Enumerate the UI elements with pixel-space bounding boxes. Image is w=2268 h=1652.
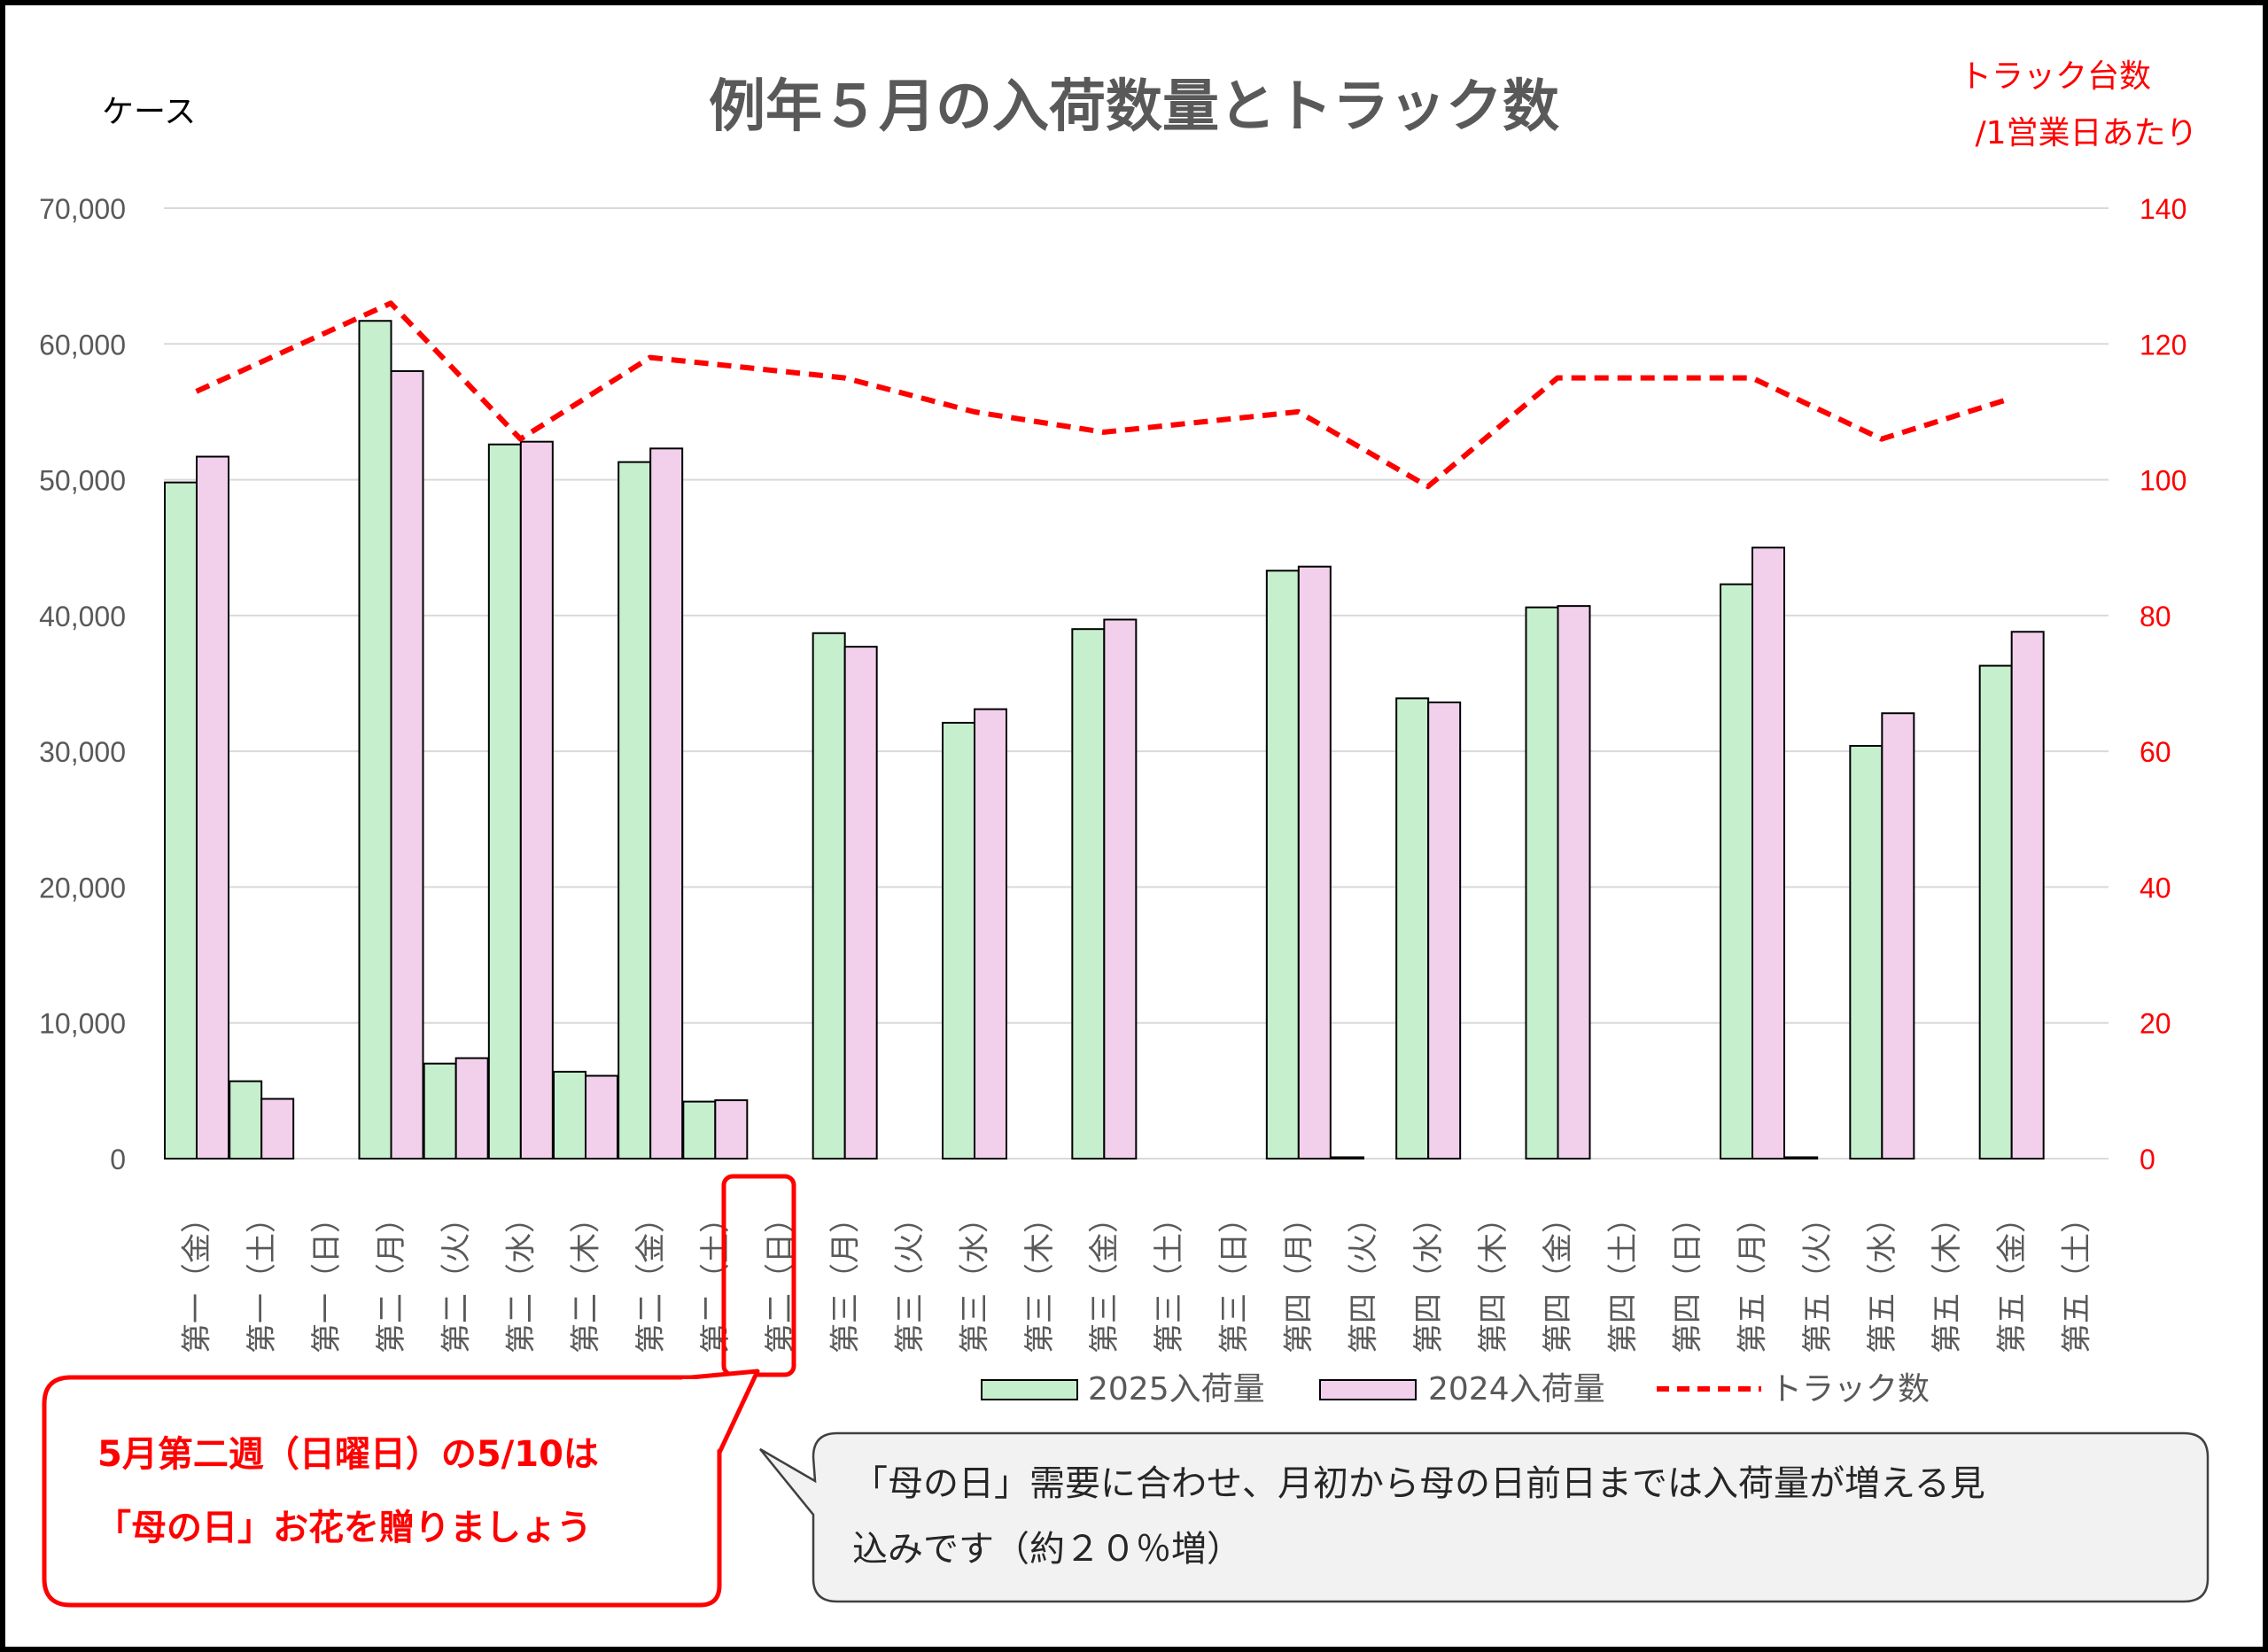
bar-2024入荷量 [714, 1099, 749, 1160]
bar-2024入荷量 [260, 1097, 295, 1160]
bar-2025入荷量 [164, 481, 198, 1160]
bar-2025入荷量 [1331, 1156, 1364, 1160]
left-callout-line-1: 5月第二週（日曜日）の5/10は [97, 1434, 599, 1475]
bar-2024入荷量 [1427, 701, 1462, 1160]
category-label: 第五（木） [1930, 1203, 1965, 1353]
y-left-tick-label: 60,000 [39, 329, 126, 361]
y-left-tick-label: 50,000 [39, 465, 126, 497]
bar-2024入荷量 [649, 447, 684, 1160]
bar-2025入荷量 [553, 1070, 586, 1160]
category-label: 第一（金） [180, 1203, 215, 1353]
category-label: 第四（火） [1347, 1203, 1382, 1353]
bar-2024入荷量 [454, 1057, 489, 1160]
category-label: 第四（水） [1411, 1203, 1447, 1353]
bar-2025入荷量 [617, 461, 652, 1160]
category-label: 第五（金） [1994, 1203, 2030, 1353]
category-label: 第三（金） [1087, 1203, 1122, 1353]
category-label: 第三（土） [1152, 1203, 1187, 1353]
bar-2024入荷量 [519, 440, 554, 1160]
y-left-tick-label: 30,000 [39, 736, 126, 768]
bar-2025入荷量 [1720, 583, 1753, 1160]
right-callout-line-2: 込みです（約２０％増） [852, 1529, 1242, 1570]
right-callout-box [759, 1431, 2210, 1603]
category-label: 第三（日） [1216, 1203, 1252, 1353]
legend-label-truck: トラック数 [1770, 1371, 1930, 1408]
category-label: 第五（火） [1800, 1203, 1836, 1353]
legend-swatch-2025 [981, 1379, 1078, 1400]
bar-2025入荷量 [1395, 697, 1430, 1160]
category-label: 第二（火） [439, 1203, 474, 1353]
y-left-tick-label: 70,000 [39, 193, 126, 225]
y-right-tick-label: 100 [2140, 465, 2186, 497]
bar-2024入荷量 [1297, 565, 1332, 1160]
bar-2024入荷量 [1881, 712, 1915, 1160]
right-axis-unit-line-2: /1営業日あたり [1975, 115, 2197, 151]
bar-2025入荷量 [423, 1062, 457, 1160]
bar-2025入荷量 [1849, 745, 1884, 1160]
bar-2025入荷量 [682, 1100, 717, 1160]
bar-2024入荷量 [1751, 547, 1785, 1160]
y-right-tick-label: 60 [2140, 736, 2171, 768]
category-label: 第二（木） [569, 1203, 604, 1353]
bar-2025入荷量 [1784, 1156, 1819, 1160]
right-axis-unit-line-1: トラック台数 [1960, 58, 2151, 95]
category-label: 第二（水） [503, 1203, 539, 1353]
category-label: 第四（月） [1281, 1203, 1317, 1353]
category-label: 第一（日） [309, 1203, 345, 1353]
right-callout-line-1: 「母の日」需要に合わせ、月初から母の日前日までは入荷量が増える見 [852, 1463, 1985, 1504]
bar-2025入荷量 [1978, 664, 2013, 1160]
category-label: 第二（月） [374, 1203, 409, 1353]
y-left-tick-label: 20,000 [39, 872, 126, 904]
bar-2025入荷量 [1525, 606, 1559, 1160]
chart-title: 例年５月の入荷数量とトラック数 [709, 74, 1559, 140]
y-right-tick-label: 120 [2140, 329, 2186, 361]
bar-2025入荷量 [942, 721, 975, 1160]
left-callout-line-2: 「母の日」お花を贈りましょう [96, 1508, 592, 1548]
left-axis-unit: ケース [102, 94, 196, 130]
bar-2024入荷量 [1103, 618, 1138, 1160]
bar-2024入荷量 [585, 1074, 618, 1160]
y-right-tick-label: 80 [2140, 601, 2171, 632]
category-label: 第三（木） [1022, 1203, 1058, 1353]
y-left-tick-label: 0 [110, 1144, 126, 1175]
bar-2025入荷量 [1071, 628, 1106, 1160]
category-label: 第四（金） [1541, 1203, 1576, 1353]
bar-2024入荷量 [974, 708, 1007, 1160]
left-callout-box [42, 1375, 722, 1608]
category-label: 第五（土） [2059, 1203, 2094, 1353]
category-label: 第四（日） [1670, 1203, 1705, 1353]
bar-2024入荷量 [196, 455, 229, 1160]
y-left-tick-label: 10,000 [39, 1008, 126, 1040]
y-right-tick-label: 140 [2140, 193, 2186, 225]
y-right-tick-label: 40 [2140, 872, 2171, 904]
bar-2025入荷量 [487, 443, 522, 1160]
bar-2024入荷量 [2010, 631, 2045, 1160]
bar-2025入荷量 [229, 1080, 263, 1160]
category-label: 第一（土） [245, 1203, 280, 1353]
category-label: 第五（月） [1736, 1203, 1771, 1353]
legend-label-2025: 2025入荷量 [1088, 1371, 1265, 1408]
line-series-truck [195, 300, 2013, 490]
bar-2025入荷量 [358, 320, 392, 1160]
bar-2024入荷量 [1557, 605, 1591, 1160]
bar-2025入荷量 [1265, 570, 1300, 1160]
category-label: 第三（火） [892, 1203, 928, 1353]
category-label: 第四（土） [1605, 1203, 1641, 1353]
bar-2024入荷量 [843, 646, 878, 1160]
bar-2025入荷量 [812, 632, 846, 1160]
category-label: 第二（金） [633, 1203, 669, 1353]
y-right-tick-label: 20 [2140, 1008, 2171, 1040]
legend-swatch-2024 [1319, 1379, 1417, 1400]
category-label: 第五（水） [1865, 1203, 1900, 1353]
bar-2024入荷量 [390, 369, 424, 1160]
category-label: 第三（月） [827, 1203, 863, 1353]
y-left-tick-label: 40,000 [39, 601, 126, 632]
category-label: 第三（水） [958, 1203, 993, 1353]
highlight-box [721, 1174, 796, 1377]
category-label: 第四（木） [1476, 1203, 1511, 1353]
category-label: 第二（土） [698, 1203, 734, 1353]
y-right-tick-label: 0 [2140, 1144, 2155, 1175]
legend-label-2024: 2024入荷量 [1428, 1371, 1605, 1408]
